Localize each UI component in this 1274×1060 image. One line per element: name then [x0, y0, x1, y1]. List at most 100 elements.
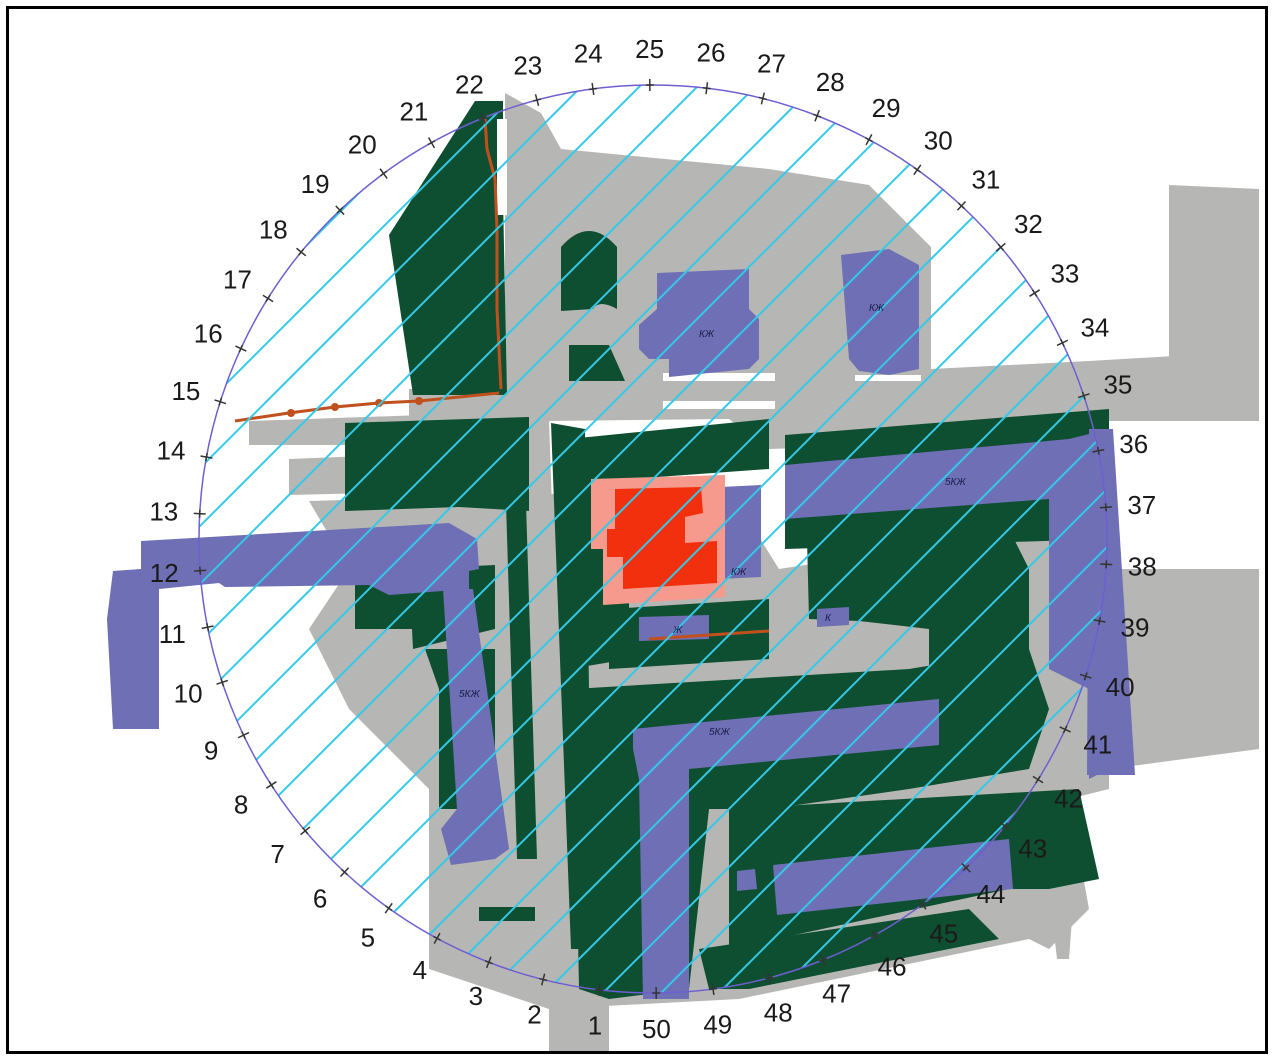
boundary-point-label: 2 — [527, 999, 541, 1029]
boundary-tick-cross — [341, 868, 348, 876]
boundary-tick-cross — [962, 864, 970, 872]
boundary-point-label: 44 — [976, 879, 1005, 909]
boundary-tick-cross — [764, 976, 774, 980]
boundary-tick-cross — [539, 977, 548, 982]
boundary-point-label: 40 — [1106, 672, 1135, 702]
boundary-point-label: 23 — [513, 50, 542, 80]
hatch-line — [642, 85, 1107, 993]
boundary-point-label: 14 — [157, 436, 186, 466]
boundary-tick-cross — [958, 202, 965, 210]
boundary-point-label: 22 — [455, 70, 484, 100]
boundary-point-label: 7 — [270, 839, 284, 869]
hatch-line — [352, 85, 1107, 993]
hatch-line — [700, 85, 1107, 993]
hatch-line — [199, 85, 832, 993]
boundary-point-label: 24 — [574, 38, 603, 68]
boundary-tick-cross — [302, 827, 309, 835]
green-nw-block — [389, 101, 507, 395]
boundary-point-label: 5 — [361, 922, 375, 952]
boundary-tick-cross — [298, 248, 305, 256]
boundary-point-label: 41 — [1083, 730, 1112, 760]
boundary-point-label: 12 — [150, 558, 179, 588]
building-south-small — [737, 869, 757, 891]
hatch-line — [199, 85, 774, 993]
building-east-long — [785, 429, 1109, 779]
building-east-vertical — [1087, 429, 1135, 775]
boundary-tick-cross — [220, 678, 225, 687]
target-building — [591, 475, 725, 605]
hatch-line — [199, 85, 658, 993]
boundary-point-label: 46 — [878, 952, 907, 982]
boundary-tick-cross — [918, 901, 927, 908]
boundary-tick-cross — [385, 905, 393, 912]
building-tags: 5КЖ 5КЖ 5КЖ КЖ КЖ КЖ Ж К — [459, 303, 966, 738]
boundary-tick-cross — [997, 243, 1004, 251]
building-tag-east: 5КЖ — [945, 477, 966, 488]
hatch-line — [199, 85, 716, 993]
building-tag-yard-2: К — [825, 613, 832, 624]
building-south-L — [633, 699, 939, 999]
boundary-tick-cross — [1031, 289, 1038, 297]
boundary-tick-cross — [265, 294, 271, 303]
boundary-point-label: 32 — [1014, 209, 1043, 239]
boundary-point-label: 26 — [697, 37, 726, 67]
boundary-tick-cross — [1098, 616, 1102, 626]
utility-line-north — [483, 118, 503, 390]
road-se-spur — [1049, 879, 1075, 959]
boundary-point-label: 34 — [1080, 312, 1109, 342]
hatch-line — [199, 85, 890, 993]
boundary-ticks — [193, 79, 1113, 999]
road-east-spur — [1169, 185, 1259, 361]
boundary-point-label: 28 — [816, 67, 845, 97]
boundary-point-label: 10 — [174, 679, 203, 709]
hatch-line — [199, 85, 948, 993]
utility-nodes — [287, 397, 423, 417]
utility-line-west — [234, 391, 500, 423]
boundary-point-label: 36 — [1119, 429, 1148, 459]
boundary-point-label: 16 — [194, 319, 223, 349]
green-center-east — [807, 529, 1029, 679]
hatch-line — [526, 85, 1107, 993]
boundary-tick-cross — [819, 957, 828, 963]
boundary-tick-cross — [478, 115, 487, 121]
road-east-strip — [1109, 569, 1259, 769]
utility-node — [331, 403, 339, 411]
utility-node — [375, 399, 383, 407]
hatch-line — [199, 85, 1006, 993]
boundary-tick-cross — [1081, 391, 1086, 400]
boundary-tick-cross — [1083, 672, 1088, 681]
building-yard-small — [639, 615, 709, 641]
boundary-point-label: 27 — [757, 49, 786, 79]
boundary-point-label: 45 — [929, 918, 958, 948]
hatch-line — [294, 85, 1107, 993]
boundary-tick-cross — [336, 206, 344, 214]
boundary-tick-cross — [702, 86, 711, 90]
boundary-point-label: 42 — [1054, 784, 1083, 814]
boundary-point-label: 38 — [1128, 551, 1157, 581]
building-tag-church: КЖ — [699, 329, 715, 340]
building-yard-small-2 — [817, 607, 849, 627]
boundary-tick-cross — [433, 935, 441, 941]
boundary-point-label: 48 — [764, 998, 793, 1028]
boundary-tick-cross — [379, 170, 388, 177]
boundary-tick-cross — [870, 932, 879, 938]
boundary-point-label: 47 — [822, 978, 851, 1008]
target-core — [607, 487, 717, 589]
green-west-5 — [505, 471, 537, 859]
boundary-point-label: 15 — [171, 376, 200, 406]
boundary-point-label: 37 — [1127, 490, 1156, 520]
boundary-point-label: 25 — [635, 34, 664, 64]
boundary-tick-cross — [427, 140, 436, 146]
boundary-tick-cross — [206, 623, 210, 632]
building-tag-yard: Ж — [672, 625, 683, 636]
boundary-tick-cross — [238, 344, 244, 353]
boundary-tick-cross — [1104, 503, 1107, 512]
boundary-tick-cross — [484, 960, 493, 965]
map-frame: 1 2 3 4 5 6 7 8 9 10 11 12 13 14 15 16 17 18 19 20 21 22 23 24 2… — [6, 6, 1268, 1054]
boundary-point-label: 8 — [234, 789, 248, 819]
boundary-point-label: 18 — [259, 214, 288, 244]
boundary-tick-cross — [532, 98, 542, 102]
boundary-tick-cross — [199, 566, 202, 575]
